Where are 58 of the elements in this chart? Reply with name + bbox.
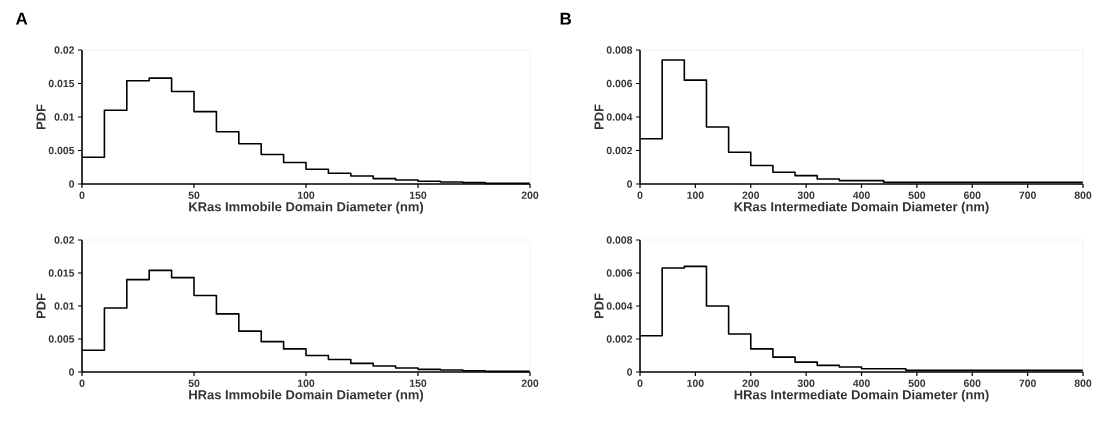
x-tick-label: 600 — [963, 379, 981, 387]
x-tick-label: 50 — [188, 191, 200, 199]
y-tick-label: 0.004 — [606, 113, 633, 121]
y-tick-label: 0.02 — [54, 236, 75, 244]
y-tick-label: 0.002 — [606, 335, 633, 343]
y-tick-label: 0 — [69, 368, 75, 376]
y-tick-label: 0 — [69, 180, 75, 188]
x-axis-title: KRas Intermediate Domain Diameter (nm) — [734, 201, 989, 214]
y-tick-label: 0.002 — [606, 146, 633, 155]
x-tick-label: 400 — [852, 191, 870, 199]
y-axis-title: PDF — [594, 293, 604, 319]
y-tick-label: 0.005 — [48, 335, 75, 343]
y-tick-label: 0.02 — [54, 46, 75, 54]
y-axis-title: PDF — [594, 104, 604, 130]
x-tick-label: 0 — [637, 191, 643, 199]
y-axis-title: PDF — [36, 293, 46, 319]
y-tick-label: 0.004 — [606, 302, 633, 310]
y-tick-label: 0.005 — [48, 146, 75, 155]
y-tick-label: 0.006 — [606, 79, 633, 88]
x-tick-label: 800 — [1074, 191, 1092, 199]
x-tick-label: 800 — [1074, 379, 1092, 387]
chart-title: B — [560, 12, 571, 25]
y-tick-label: 0 — [627, 180, 633, 188]
y-tick-label: 0 — [627, 368, 633, 376]
x-tick-label: 0 — [79, 379, 85, 387]
x-tick-label: 50 — [188, 379, 200, 387]
x-tick-label: 200 — [742, 191, 760, 199]
x-tick-label: 150 — [409, 191, 427, 199]
x-tick-label: 200 — [742, 379, 760, 387]
x-axis-title: HRas Immobile Domain Diameter (nm) — [189, 389, 424, 402]
x-tick-label: 0 — [637, 379, 643, 387]
x-tick-label: 300 — [797, 191, 815, 199]
x-tick-label: 700 — [1019, 379, 1036, 387]
x-tick-label: 400 — [852, 379, 870, 387]
x-tick-label: 700 — [1019, 191, 1036, 199]
chart-title: A — [15, 12, 28, 25]
x-tick-label: 100 — [687, 191, 704, 199]
x-tick-label: 100 — [687, 379, 704, 387]
x-tick-label: 0 — [79, 191, 85, 199]
x-tick-label: 500 — [908, 191, 926, 199]
x-tick-label: 150 — [409, 379, 427, 387]
y-axis-title: PDF — [36, 104, 46, 130]
y-tick-label: 0.008 — [606, 46, 633, 54]
x-tick-label: 100 — [297, 379, 315, 387]
y-tick-label: 0.008 — [606, 236, 633, 244]
x-tick-label: 200 — [521, 191, 539, 199]
x-tick-label: 200 — [521, 379, 539, 387]
x-axis-title: KRas Immobile Domain Diameter (nm) — [189, 201, 424, 214]
x-axis-title: HRas Intermediate Domain Diameter (nm) — [734, 389, 989, 402]
x-tick-label: 600 — [963, 191, 981, 199]
x-tick-label: 500 — [908, 379, 926, 387]
y-tick-label: 0.015 — [48, 269, 75, 277]
y-tick-label: 0.01 — [54, 113, 75, 121]
x-tick-label: 300 — [797, 379, 815, 387]
y-tick-label: 0.01 — [54, 302, 75, 310]
y-tick-label: 0.006 — [606, 269, 633, 277]
y-tick-label: 0.015 — [48, 79, 75, 88]
x-tick-label: 100 — [297, 191, 315, 199]
